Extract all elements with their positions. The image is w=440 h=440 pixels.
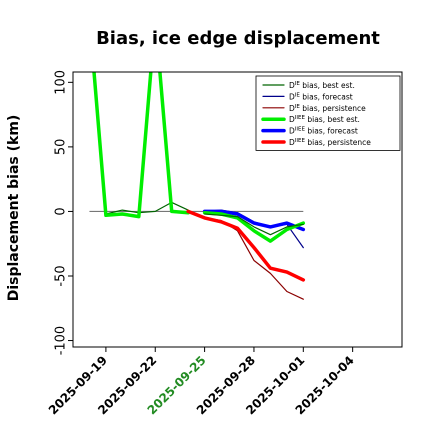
legend-entry: DIE bias, forecast <box>289 92 353 101</box>
legend-entry: DIIEE bias, best est. <box>289 115 360 124</box>
y-tick-label: 100 <box>54 70 69 95</box>
series-line-8 <box>204 213 304 236</box>
series-line-6 <box>186 209 306 282</box>
y-tick-label: 0 <box>54 207 69 215</box>
plot-frame <box>72 71 403 348</box>
series-layer <box>89 72 306 300</box>
y-axis-label: Displacement bias (km) <box>6 115 22 302</box>
legend-entry: DIIEE bias, forecast <box>289 127 358 136</box>
legend-box <box>255 75 401 151</box>
y-tick-label: -100 <box>54 326 69 356</box>
legend-entry: DIIEE bias, persistence <box>289 138 371 147</box>
y-tick-label: -50 <box>54 265 69 286</box>
series-line-5 <box>202 209 306 232</box>
legend-entry: DIE bias, best est. <box>289 81 355 90</box>
legend: DIE bias, best est. DIE bias, forecast DIE… <box>255 75 401 151</box>
chart-title: Bias, ice edge displacement <box>96 28 380 49</box>
y-tick-label: 50 <box>54 139 69 156</box>
series-line-4 <box>92 72 190 219</box>
legend-entry: DIE bias, persistence <box>289 104 366 113</box>
series-line-7 <box>202 210 306 243</box>
